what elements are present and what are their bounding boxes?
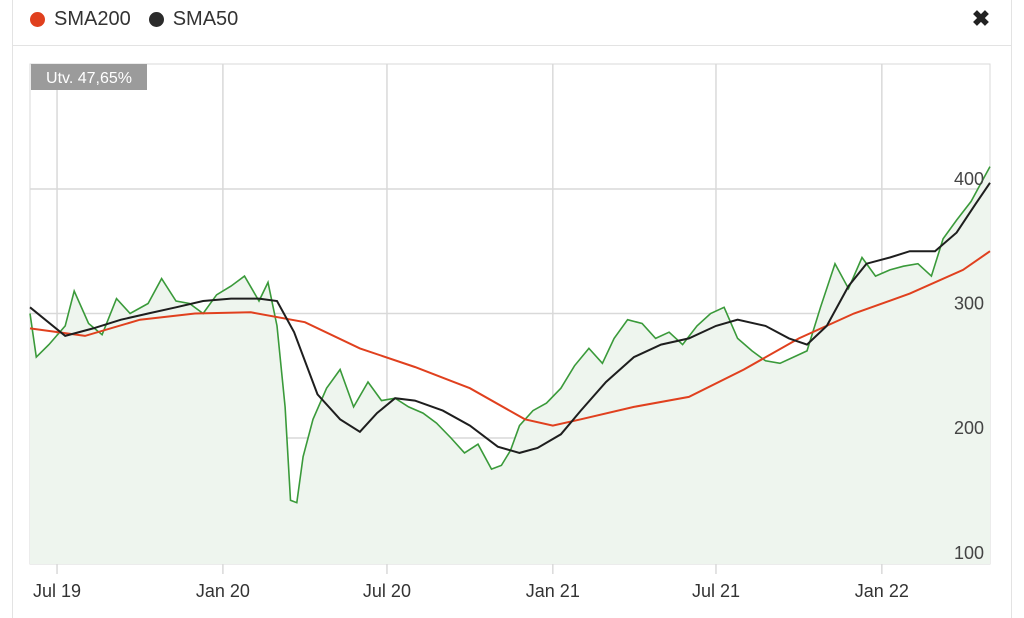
x-tick-label: Jan 20: [196, 581, 250, 601]
badge-background: [31, 64, 147, 90]
y-axis: 100 200 300 400: [954, 169, 984, 563]
legend-item-sma50[interactable]: SMA50: [148, 7, 239, 31]
legend: SMA200 SMA50: [30, 6, 256, 32]
sma50-line: [29, 182, 991, 454]
x-tick-label: Jul 21: [692, 581, 740, 601]
y-tick-label: 300: [954, 294, 984, 314]
price-area: [30, 166, 990, 564]
x-tick-label: Jan 22: [855, 581, 909, 601]
legend-item-sma200[interactable]: SMA200: [30, 8, 131, 31]
legend-label: SMA200: [54, 7, 131, 30]
legend-dot-icon: [30, 11, 45, 27]
badge-label: Utv. 47,65%: [46, 70, 132, 87]
y-tick-label: 200: [954, 418, 984, 438]
header-divider: [12, 45, 1012, 46]
y-tick-label: 400: [954, 169, 984, 189]
close-icon[interactable]: ✖: [971, 6, 991, 31]
sma200-line: [29, 250, 991, 427]
x-tick-label: Jul 20: [363, 581, 411, 601]
legend-dot-icon: [148, 11, 164, 27]
change-badge: Utv. 47,65%: [31, 64, 147, 90]
x-tick-label: Jan 21: [526, 581, 580, 601]
price-line: [29, 166, 991, 504]
y-tick-label: 100: [954, 543, 984, 563]
x-tick-label: Jul 19: [33, 581, 81, 601]
chart-panel: [12, 0, 1012, 618]
legend-label: SMA50: [172, 7, 239, 30]
x-axis: Jul 19 Jan 20 Jul 20 Jan 21 Jul 21 Jan 22: [33, 581, 909, 601]
